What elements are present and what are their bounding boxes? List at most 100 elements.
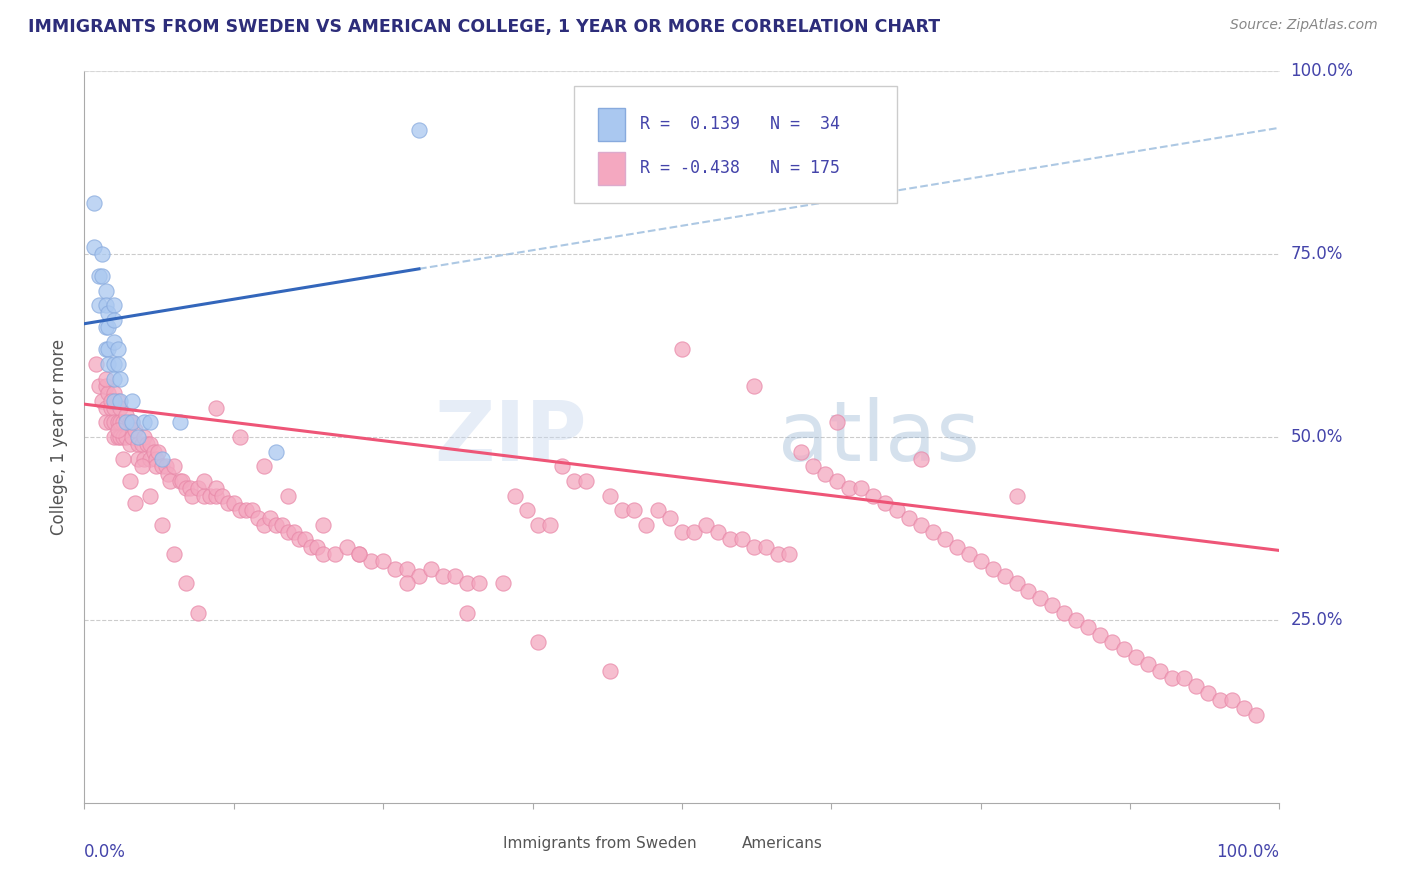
Point [456,576,478,591]
Point [159,474,181,488]
Point [103,393,125,408]
Point [283,525,305,540]
Point [124,423,146,437]
Point [103,298,125,312]
Point [659,510,682,524]
Point [599,489,621,503]
Point [259,510,281,524]
Point [169,416,191,430]
Point [124,496,146,510]
Point [1005,489,1028,503]
Point [87,298,110,312]
Point [100,416,122,430]
Point [671,525,693,540]
Point [253,517,276,532]
Point [707,525,730,540]
Point [1029,591,1052,605]
Y-axis label: College, 1 year or more: College, 1 year or more [51,339,69,535]
Point [110,393,132,408]
Point [922,525,945,540]
Point [103,386,125,401]
Point [148,444,170,458]
Point [827,416,849,430]
Text: 75.0%: 75.0% [1291,245,1343,263]
Point [107,393,129,408]
Point [111,416,134,430]
Point [131,437,153,451]
Point [910,517,932,532]
Point [1209,693,1232,707]
Point [107,416,129,430]
Point [384,562,406,576]
Point [360,554,382,568]
Point [87,269,110,284]
Point [766,547,789,561]
Point [1149,664,1171,678]
Point [145,452,167,467]
Text: Americans: Americans [742,836,823,851]
Point [94,343,117,357]
Point [790,444,813,458]
Text: 50.0%: 50.0% [1291,428,1343,446]
Point [91,269,114,284]
FancyBboxPatch shape [599,152,624,185]
Point [1161,672,1184,686]
Point [100,393,122,408]
Point [139,489,162,503]
Point [229,503,252,517]
Point [132,452,156,467]
Point [731,533,754,547]
Point [312,517,335,532]
Point [110,416,132,430]
Point [294,533,316,547]
Point [193,474,215,488]
Point [181,489,204,503]
Point [240,503,263,517]
Point [516,503,538,517]
Text: atlas: atlas [778,397,979,477]
Point [779,547,801,561]
Point [103,401,125,415]
Point [169,474,191,488]
Point [994,569,1017,583]
Point [551,459,574,474]
Point [1173,672,1195,686]
Point [456,606,478,620]
Point [121,430,143,444]
Point [957,547,980,561]
Point [103,430,125,444]
Point [121,416,143,430]
Point [235,503,257,517]
Text: Source: ZipAtlas.com: Source: ZipAtlas.com [1230,18,1378,32]
Point [718,533,741,547]
Point [205,401,228,415]
Point [163,459,186,474]
Point [325,547,347,561]
Point [898,510,921,524]
Point [163,547,186,561]
Point [179,481,201,495]
Point [94,371,117,385]
Point [910,452,932,467]
Point [115,408,138,422]
Point [742,540,765,554]
Point [1042,599,1064,613]
Point [981,562,1004,576]
Point [187,606,209,620]
Point [1220,693,1243,707]
Point [886,503,908,517]
Point [396,576,419,591]
Point [827,474,849,488]
Point [97,357,120,371]
Point [838,481,860,495]
Point [94,284,117,298]
Point [695,517,717,532]
Point [527,635,550,649]
Point [94,379,117,393]
Point [755,540,778,554]
Point [135,437,157,451]
Point [86,357,108,371]
Point [312,547,335,561]
Point [83,196,105,211]
Point [246,510,269,524]
